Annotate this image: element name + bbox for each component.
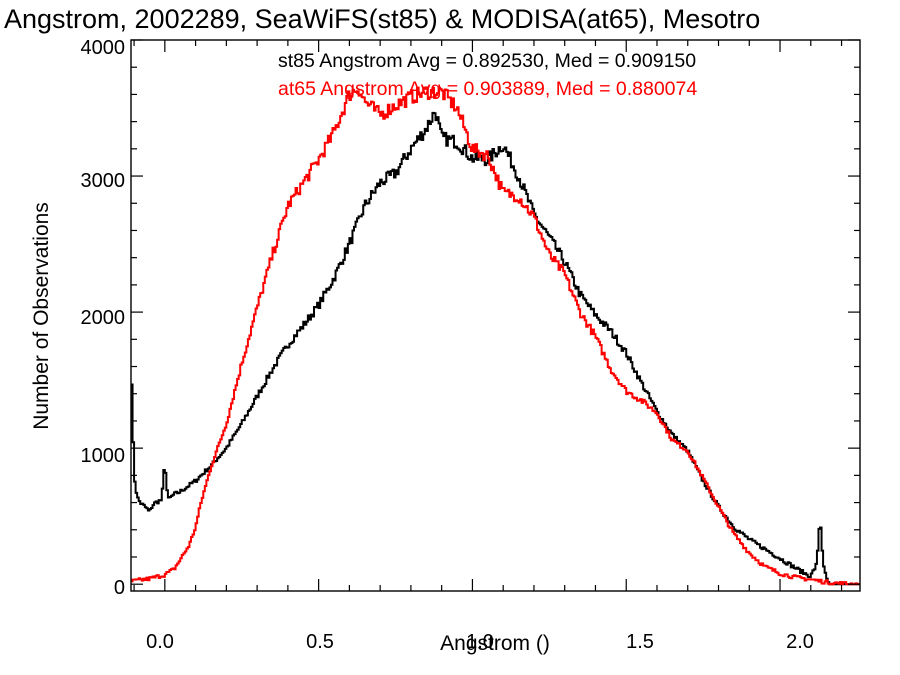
x-tick-label-4: 2.0 — [786, 631, 814, 653]
series-line-at65 — [131, 86, 860, 586]
chart-title: Angstrom, 2002289, SeaWiFS(st85) & MODIS… — [4, 4, 760, 34]
x-tick-label-2: 1.0 — [466, 631, 494, 653]
y-tick-label-2: 2000 — [81, 307, 126, 329]
y-tick-label-4: 4000 — [81, 37, 126, 59]
x-tick-label-3: 1.5 — [626, 631, 654, 653]
y-tick-label-1: 1000 — [81, 445, 126, 467]
x-tick-label-1: 0.5 — [306, 631, 334, 653]
y-tick-label-0: 0 — [114, 577, 125, 599]
x-tick-label-0: 0.0 — [146, 631, 174, 653]
y-tick-label-3: 3000 — [81, 170, 126, 192]
series-layer — [131, 86, 860, 586]
legend-st85: st85 Angstrom Avg = 0.892530, Med = 0.90… — [278, 50, 696, 72]
y-axis-label: Number of Observations — [30, 202, 53, 430]
plot-frame — [130, 39, 861, 592]
legend-at65: at65 Angstrom Avg = 0.903889, Med = 0.88… — [278, 78, 697, 100]
x-axis-label: Angstrom () — [440, 632, 550, 655]
tick-layer — [131, 39, 860, 591]
